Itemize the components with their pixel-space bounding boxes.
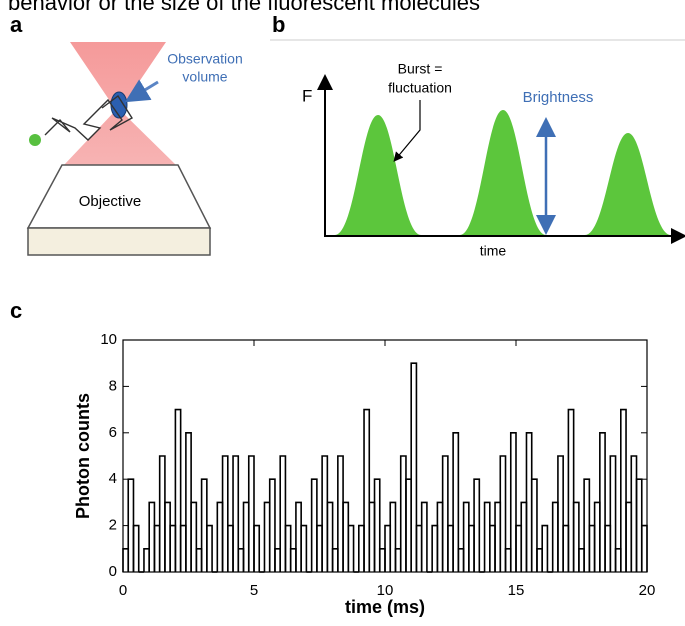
count-bin	[253, 524, 261, 572]
count-bin	[389, 501, 397, 572]
panel-label: b	[272, 12, 285, 37]
panel-label: c	[10, 298, 22, 323]
x-tick-label: 15	[508, 582, 525, 599]
count-bin	[530, 478, 538, 572]
objective-base	[27, 227, 211, 256]
count-bin	[373, 478, 381, 572]
count-bin	[541, 524, 549, 572]
burst	[585, 133, 671, 235]
count-bin	[441, 455, 449, 572]
axis-label: time	[480, 243, 507, 259]
count-bin	[232, 455, 240, 572]
axis-label: F	[302, 86, 312, 105]
y-tick-label: 4	[109, 470, 117, 487]
count-bin	[452, 432, 460, 572]
x-tick-label: 10	[377, 582, 394, 599]
count-bin	[221, 455, 229, 572]
burst	[460, 110, 546, 235]
count-bin	[473, 478, 481, 572]
count-bin	[326, 501, 334, 572]
count-bin	[509, 432, 517, 572]
observation-volume	[110, 91, 128, 119]
count-bin	[420, 501, 428, 572]
observation-label: volume	[182, 69, 227, 85]
x-tick-label: 20	[639, 582, 656, 599]
count-bin	[557, 455, 564, 572]
count-bin	[499, 455, 507, 572]
count-bin	[247, 455, 255, 572]
y-tick-label: 10	[100, 331, 117, 348]
header-text: behavior or the size of the fluorescent …	[8, 0, 480, 15]
count-bin	[609, 455, 617, 572]
count-bin	[206, 524, 213, 572]
count-bin	[640, 524, 648, 572]
y-tick-label: 8	[109, 377, 117, 394]
count-bin	[599, 432, 606, 572]
y-tick-label: 0	[109, 563, 117, 580]
objective-label: Objective	[79, 193, 142, 210]
count-bin	[174, 408, 182, 572]
count-bin	[363, 408, 371, 572]
y-tick-label: 6	[109, 424, 117, 441]
observation-label: Observation	[167, 51, 242, 67]
x-tick-label: 0	[119, 582, 127, 599]
count-bin	[279, 455, 287, 572]
burst	[335, 115, 421, 235]
x-axis-label: time (ms)	[345, 597, 425, 617]
panel-label: a	[10, 12, 23, 37]
brightness-label: Brightness	[523, 89, 594, 106]
diffusion-path	[44, 94, 133, 141]
pointer-arrow	[124, 79, 159, 103]
x-tick-label: 5	[250, 582, 258, 599]
y-axis-label: Photon counts	[73, 393, 93, 519]
count-bin	[132, 524, 140, 572]
burst-label: fluctuation	[388, 80, 452, 96]
count-bin	[268, 478, 276, 572]
count-bin	[572, 501, 580, 572]
count-bin	[620, 408, 627, 572]
count-bin	[300, 524, 308, 572]
burst-pointer	[393, 100, 421, 162]
y-tick-label: 2	[109, 517, 117, 534]
fluorophore	[29, 134, 41, 146]
count-bin	[190, 501, 198, 572]
count-bin	[347, 524, 355, 572]
count-bin	[410, 362, 418, 572]
count-bin	[567, 408, 575, 572]
burst-label: Burst =	[398, 61, 443, 77]
